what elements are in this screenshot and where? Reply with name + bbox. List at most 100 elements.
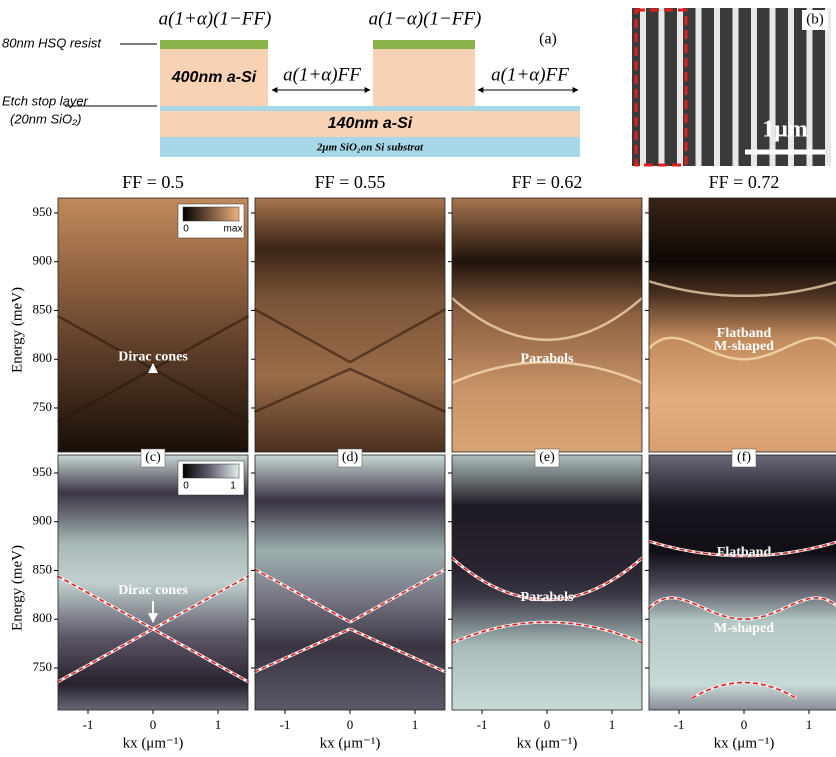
x-axis-label: kx (μm⁻¹) [517, 735, 578, 751]
experiment-map [649, 198, 836, 452]
panel-label: (e) [539, 450, 555, 465]
x-tick-label: -1 [280, 717, 291, 732]
panel-title: FF = 0.72 [709, 172, 780, 192]
slab [160, 111, 580, 137]
x-tick-label: -1 [477, 717, 488, 732]
sem-image: (b) 1μm [632, 8, 831, 167]
annotation: M-shaped [714, 621, 774, 636]
band-fit [57, 575, 249, 683]
annotation: Parabols [521, 351, 574, 366]
band-fit [254, 568, 446, 623]
y-tick-label: 750 [33, 399, 53, 414]
bands [647, 539, 836, 700]
bands [647, 279, 836, 361]
etch-stop-label: Etch stop layer [2, 93, 89, 108]
scale-bar-label: 1μm [762, 117, 808, 143]
dim-label: a(1+α)FF [283, 64, 361, 85]
simulation-map [452, 455, 642, 710]
x-axis-label: kx (μm⁻¹) [123, 735, 184, 751]
panel-label: (d) [342, 450, 359, 465]
sem-stripe [677, 8, 683, 166]
y-tick-label: 900 [33, 513, 53, 528]
colorbar-max: max [224, 224, 243, 235]
dim-label: a(1+α)FF [491, 64, 569, 85]
x-tick-label: 1 [806, 717, 813, 732]
annotation: Flatband [717, 545, 772, 560]
band-fit [57, 575, 250, 683]
x-tick-label: -1 [674, 717, 685, 732]
label-box [534, 448, 560, 468]
y-tick-label: 800 [33, 610, 53, 625]
label-box [731, 448, 757, 468]
bands [253, 567, 447, 674]
panel-title: FF = 0.5 [122, 172, 184, 192]
colorbar [182, 463, 240, 479]
x-tick-label: 1 [412, 717, 419, 732]
label-box [802, 10, 828, 30]
panel-title: FF = 0.55 [315, 172, 386, 192]
panel-label: (a) [539, 31, 557, 48]
substrate [160, 137, 580, 157]
colorbar-max: 1 [230, 481, 236, 492]
annotation: Dirac cones [118, 349, 188, 364]
y-axis-label: Energy (meV) [9, 545, 25, 631]
simulation-map [649, 455, 836, 710]
simulation-map [58, 455, 248, 710]
band-fit [451, 621, 643, 644]
dim-label: a(1+α)(1−FF) [159, 8, 272, 29]
resist-layer [160, 40, 268, 49]
label-box [337, 448, 363, 468]
sem-stripe [788, 8, 794, 166]
annotation: Dirac cones [118, 583, 188, 598]
annotation: Flatband [717, 326, 772, 341]
band-curve [648, 279, 836, 298]
colorbar-min: 0 [183, 481, 189, 492]
etch-stop [160, 106, 580, 111]
x-axis-label: kx (μm⁻¹) [320, 735, 381, 751]
band-fit [691, 681, 797, 699]
panel-label: (b) [806, 11, 824, 27]
y-tick-label: 950 [33, 204, 53, 219]
x-tick-label: 1 [215, 717, 222, 732]
band-curve [253, 368, 447, 414]
annotation: Parabols [521, 590, 574, 605]
x-axis-label: kx (μm⁻¹) [714, 735, 775, 751]
band-curve [450, 296, 644, 341]
x-tick-label: 0 [347, 717, 354, 732]
resist-layer [373, 40, 475, 49]
x-tick-label: 0 [150, 717, 157, 732]
sem-stripe [732, 8, 739, 166]
panel-label: (c) [145, 450, 161, 465]
band-fit [647, 597, 836, 620]
dim-label: a(1−α)(1−FF) [369, 8, 482, 29]
simulation-map [255, 455, 445, 710]
resist-label: 80nm HSQ resist [2, 35, 102, 50]
pillar-label: 400nm a-Si [171, 69, 257, 86]
sem-stripe [769, 8, 776, 166]
pillar [373, 49, 475, 106]
sem-stripe [640, 8, 646, 166]
unit-cell-box [634, 8, 688, 167]
band-fit [254, 628, 446, 673]
substrate-label: 2μm SiO₂on Si substrat [316, 142, 424, 154]
schematic: 80nm HSQ resist 400nm a-Si Etch stop lay… [2, 8, 580, 157]
pillar [160, 49, 268, 106]
y-axis-label: Energy (meV) [9, 287, 25, 373]
sem-stripe [658, 8, 665, 166]
bands [450, 556, 644, 645]
x-tick-label: 0 [741, 717, 748, 732]
bands [253, 307, 447, 414]
sem-background [632, 8, 830, 166]
x-tick-label: -1 [83, 717, 94, 732]
experiment-map [255, 198, 445, 452]
x-tick-label: 1 [609, 717, 616, 732]
band-curve [450, 360, 644, 385]
label-box [140, 448, 166, 468]
panel-title: FF = 0.62 [512, 172, 583, 192]
colorbar-min: 0 [183, 224, 189, 235]
bands [450, 296, 644, 385]
band-curve [253, 307, 447, 364]
sem-stripe [806, 8, 813, 166]
colorbar [182, 206, 240, 222]
